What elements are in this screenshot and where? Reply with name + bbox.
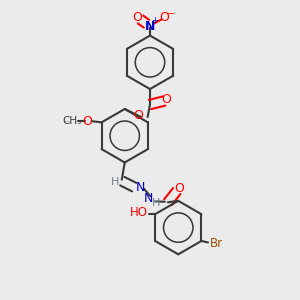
Text: Br: Br [210,237,224,250]
Text: O: O [82,115,92,128]
Text: CH₃: CH₃ [63,116,82,126]
Text: O: O [133,11,142,24]
Text: O: O [162,93,172,106]
Text: H: H [152,198,160,208]
Text: HO: HO [130,206,148,219]
Text: H: H [111,176,119,187]
Text: N: N [145,20,155,33]
Text: N: N [143,192,153,205]
Text: O: O [133,109,143,122]
Text: methoxy: methoxy [65,121,71,122]
Text: −: − [167,9,175,19]
Text: O: O [174,182,184,194]
Text: O: O [159,11,169,24]
Text: +: + [151,16,158,25]
Text: N: N [136,181,146,194]
